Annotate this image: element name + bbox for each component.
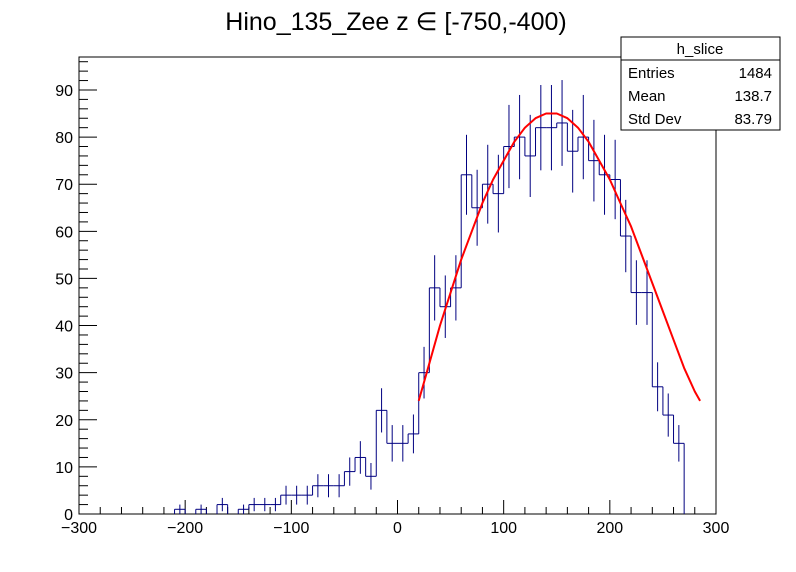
x-tick-label: 0 xyxy=(393,520,402,537)
axis-ticks xyxy=(78,61,717,515)
x-tick-label: 300 xyxy=(703,520,730,537)
error-bars xyxy=(179,80,680,514)
stats-box-title: h_slice xyxy=(677,41,724,58)
y-tick-label: 10 xyxy=(55,460,73,477)
stats-entries-value: 1484 xyxy=(739,65,772,82)
x-tick-label: −200 xyxy=(167,520,203,537)
y-tick-label: 90 xyxy=(55,83,73,100)
y-tick-label: 80 xyxy=(55,130,73,147)
x-tick-label: 200 xyxy=(596,520,623,537)
y-tick-label: 30 xyxy=(55,366,73,383)
x-tick-label: 100 xyxy=(490,520,517,537)
stats-stddev-value: 83.79 xyxy=(734,111,772,128)
x-tick-label: −300 xyxy=(61,520,97,537)
y-tick-labels: 0 10 20 30 40 50 60 70 80 90 xyxy=(55,83,73,524)
fit-curve-layer xyxy=(417,112,701,402)
stats-box: h_slice Entries 1484 Mean 138.7 Std Dev … xyxy=(620,36,781,131)
y-tick-label: 70 xyxy=(55,177,73,194)
y-tick-label: 40 xyxy=(55,319,73,336)
stats-mean-label: Mean xyxy=(628,88,666,105)
stats-entries-label: Entries xyxy=(628,65,675,82)
stats-stddev-label: Std Dev xyxy=(628,111,682,128)
y-tick-label: 20 xyxy=(55,413,73,430)
x-tick-label: −100 xyxy=(273,520,309,537)
y-tick-label: 50 xyxy=(55,271,73,288)
stats-mean-value: 138.7 xyxy=(734,88,772,105)
x-tick-labels: −300 −200 −100 0 100 200 300 xyxy=(61,520,729,537)
stats-box-frame xyxy=(620,36,781,131)
chart-title: Hino_135_Zee z ∈ [-750,-400) xyxy=(225,8,566,36)
y-tick-label: 60 xyxy=(55,224,73,241)
fit-curve xyxy=(417,112,701,402)
y-tick-label: 0 xyxy=(64,507,73,524)
